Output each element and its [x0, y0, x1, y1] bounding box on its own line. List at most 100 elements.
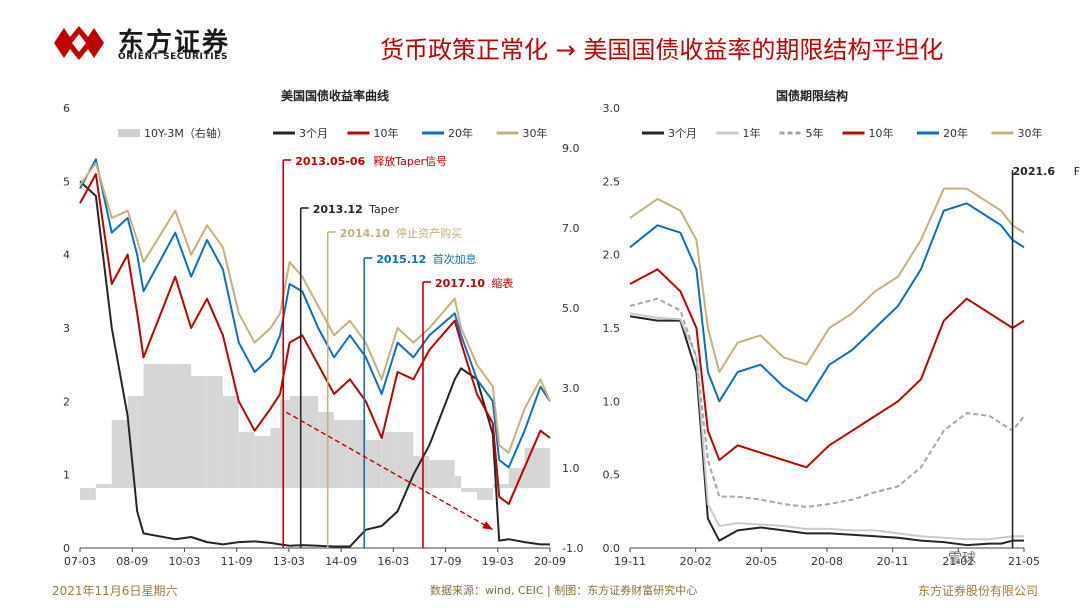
legend-label: 5年	[806, 126, 824, 140]
legend-label: 10年	[374, 126, 399, 140]
y-tick-label: 4	[63, 249, 70, 262]
y-tick-label: 0	[63, 542, 70, 555]
spread-bar	[143, 364, 176, 488]
y-tick-label: 0.0	[603, 542, 621, 555]
spread-bar	[349, 420, 366, 488]
legend-label: 3个月	[668, 127, 697, 140]
x-tick-label: 17-09	[430, 555, 462, 568]
y2-tick-label: -1.0	[562, 542, 583, 555]
y-tick-label: 1.0	[603, 395, 621, 408]
x-tick-label: 11-09	[221, 555, 253, 568]
spread-bar	[280, 400, 290, 488]
y2-tick-label: 1.0	[562, 462, 580, 475]
legend-label: 30年	[523, 126, 548, 140]
x-tick-label: 07-03	[64, 555, 96, 568]
spread-bar	[461, 488, 477, 492]
annotation-date: 2017.10	[435, 277, 485, 290]
series-line-3m	[629, 315, 1024, 547]
series-line-10y	[629, 268, 1025, 469]
spread-bar	[302, 396, 319, 488]
spread-bar	[397, 432, 414, 488]
y-tick-label: 0.5	[603, 469, 621, 482]
spread-bar	[429, 460, 455, 488]
annotation-label: 释放Taper信号	[373, 154, 447, 168]
legend-label: 1年	[743, 126, 761, 140]
series-line-10y	[79, 173, 551, 505]
spread-bar	[238, 432, 255, 488]
x-tick-label: 16-03	[377, 555, 409, 568]
x-tick-label: 20-11	[877, 555, 909, 568]
x-tick-label: 19-11	[614, 555, 646, 568]
watermark-text: 雪球	[948, 551, 976, 567]
annotation-label: FOMC会议	[1074, 165, 1080, 178]
footer-source: 数据来源：wind, CEIC | 制图：东方证券财富研究中心	[430, 584, 698, 597]
annotation-label: Taper	[368, 203, 399, 216]
spread-bar	[413, 456, 430, 488]
y-tick-label: 2.5	[603, 175, 621, 188]
x-tick-label: 08-09	[116, 555, 148, 568]
x-tick-label: 20-09	[534, 555, 566, 568]
spread-bar	[334, 420, 350, 488]
y2-tick-label: 3.0	[562, 382, 580, 395]
x-tick-label: 20-02	[680, 555, 712, 568]
chart-title: 国债期限结构	[776, 88, 848, 103]
legend-label: 20年	[448, 126, 473, 140]
spread-bar	[540, 448, 550, 488]
spread-bar	[191, 376, 208, 488]
brand-logo-icon	[52, 26, 106, 64]
annotation-date: 2015.12	[376, 253, 426, 266]
spread-bar	[499, 484, 509, 488]
y-tick-label: 3	[63, 322, 70, 335]
legend-swatch	[118, 129, 140, 137]
y-tick-label: 5	[63, 175, 70, 188]
footer-company: 东方证券股份有限公司	[918, 584, 1039, 598]
spread-bar	[95, 484, 112, 488]
brand-name: 东方证券	[118, 28, 231, 58]
spread-bar	[111, 420, 128, 488]
y-tick-label: 2.0	[603, 249, 621, 262]
brand-name-en: ORIENT SECURITIES	[118, 52, 229, 62]
series-line-20y	[629, 202, 1025, 403]
series-line-1y	[629, 312, 1024, 541]
y2-tick-label: 5.0	[562, 302, 580, 315]
x-tick-label: 19-03	[482, 555, 514, 568]
legend-label: 3个月	[299, 127, 328, 140]
x-tick-label: 14-09	[325, 555, 357, 568]
spread-bar	[137, 396, 144, 488]
x-tick-label: 20-05	[745, 555, 777, 568]
x-tick-label: 21-05	[1008, 555, 1040, 568]
legend-label: 10Y-3M（右轴）	[144, 126, 228, 140]
y-tick-label: 3.0	[603, 102, 621, 115]
y-tick-label: 2	[63, 395, 70, 408]
annotation-label: 首次加息	[433, 252, 477, 266]
y2-tick-label: 7.0	[562, 222, 580, 235]
annotation-date: 2021.6	[1013, 165, 1056, 178]
y-tick-label: 6	[63, 102, 70, 115]
x-tick-label: 10-03	[168, 555, 200, 568]
series-line-30y	[79, 162, 551, 454]
spread-bar	[289, 396, 303, 488]
spread-bar	[175, 364, 192, 488]
spread-bar	[254, 436, 271, 488]
y-tick-label: 1	[63, 469, 70, 482]
legend-label: 10年	[869, 126, 894, 140]
annotation-label: 停止资产购买	[396, 226, 462, 240]
spread-bar	[127, 396, 138, 488]
series-line-3m	[79, 180, 550, 548]
spread-bar	[222, 396, 239, 488]
annotation-label: 缩表	[491, 276, 513, 290]
x-tick-label: 20-08	[811, 555, 843, 568]
spread-bar	[508, 468, 525, 488]
series-line-30y	[629, 187, 1025, 373]
x-tick-label: 21-02	[942, 555, 974, 568]
x-tick-label: 13-03	[273, 555, 305, 568]
legend-label: 30年	[1018, 126, 1043, 140]
annotation-date: 2014.10	[340, 227, 390, 240]
legend-label: 20年	[943, 126, 968, 140]
annotation-date: 2013.12	[313, 203, 363, 216]
spread-bar	[80, 488, 96, 500]
footer-date: 2021年11月6日星期六	[52, 584, 178, 598]
series-line-20y	[79, 158, 551, 469]
chart-title: 美国国债收益率曲线	[281, 88, 389, 103]
